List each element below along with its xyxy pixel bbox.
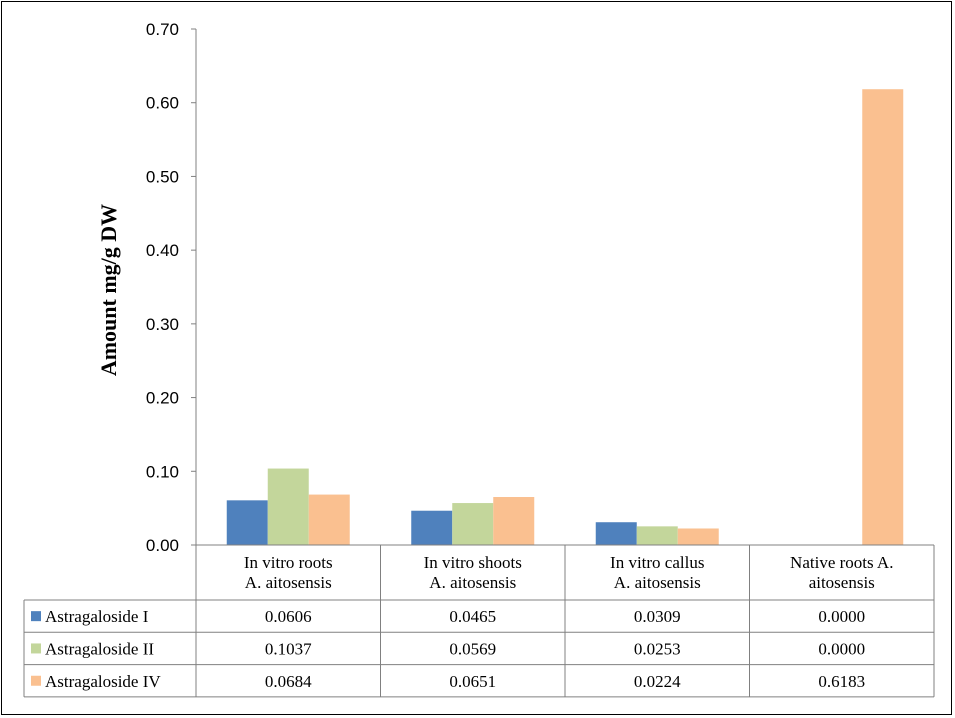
category-label: A. aitosensis [614, 573, 701, 592]
legend-label: Astragaloside I [45, 607, 149, 626]
y-axis-label: Amount mg/g DW [96, 204, 121, 376]
data-label: 0.0569 [449, 639, 496, 658]
category-label: In vitro callus [610, 553, 704, 572]
y-tick-label: 0.70 [146, 20, 179, 39]
category-label: A. aitosensis [429, 573, 516, 592]
data-label: 0.0253 [634, 639, 681, 658]
data-label: 0.0465 [449, 607, 496, 626]
bar [493, 497, 535, 545]
data-label: 0.0000 [818, 639, 865, 658]
category-label: aitosensis [809, 573, 875, 592]
y-tick-label: 0.50 [146, 167, 179, 186]
y-axis-tick-labels: 0.00 0.10 0.20 0.30 0.40 0.50 0.60 0.70 [146, 20, 179, 555]
category-label: In vitro shoots [424, 553, 522, 572]
y-tick-label: 0.00 [146, 536, 179, 555]
category-label: In vitro roots [244, 553, 333, 572]
category-label: Native roots A. [790, 553, 893, 572]
bar [595, 522, 637, 545]
data-label: 0.0684 [265, 672, 312, 691]
legend-swatch [31, 675, 41, 686]
bar [452, 503, 494, 545]
data-label: 0.0000 [818, 607, 865, 626]
y-tick-label: 0.20 [146, 389, 179, 408]
bar [411, 510, 453, 545]
y-tick-label: 0.60 [146, 94, 179, 113]
bar [862, 89, 904, 545]
legend-swatch [31, 643, 41, 654]
category-label: A. aitosensis [245, 573, 332, 592]
y-tick-label: 0.40 [146, 241, 179, 260]
data-label: 0.0651 [449, 672, 496, 691]
data-label: 0.0309 [634, 607, 681, 626]
y-tick-label: 0.30 [146, 315, 179, 334]
y-tick-label: 0.10 [146, 462, 179, 481]
data-label: 0.1037 [265, 639, 312, 658]
bar [636, 526, 678, 545]
bar [308, 494, 350, 545]
axes [191, 28, 197, 546]
bars [226, 89, 904, 545]
legend-label: Astragaloside IV [45, 672, 161, 691]
bar [267, 468, 309, 545]
data-label: 0.6183 [818, 672, 865, 691]
data-label: 0.0224 [634, 672, 681, 691]
bar [226, 500, 268, 545]
bar [677, 528, 719, 545]
legend-swatch [31, 611, 41, 622]
data-label: 0.0606 [265, 607, 312, 626]
legend-label: Astragaloside II [45, 639, 154, 658]
